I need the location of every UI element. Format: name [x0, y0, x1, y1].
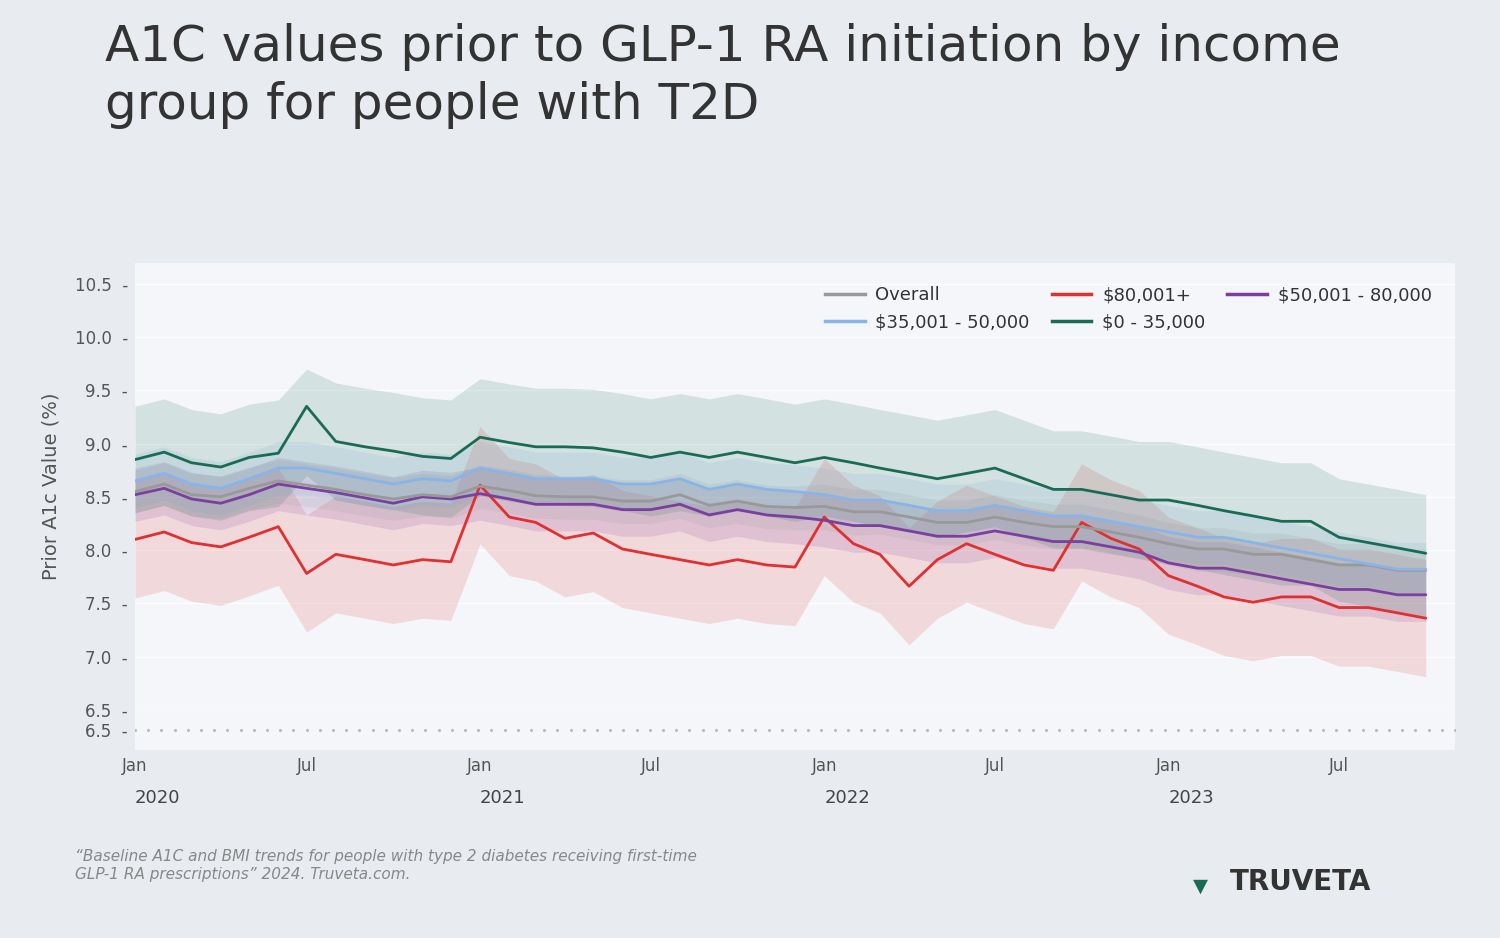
Text: TRUVETA: TRUVETA [1230, 868, 1371, 896]
Text: 2022: 2022 [824, 789, 870, 808]
Text: A1C values prior to GLP-1 RA initiation by income
group for people with T2D: A1C values prior to GLP-1 RA initiation … [105, 23, 1341, 129]
Text: ▼: ▼ [1192, 877, 1208, 896]
Text: 2021: 2021 [480, 789, 525, 808]
Text: 2020: 2020 [135, 789, 180, 808]
Legend: Overall, $35,001 - 50,000, $80,001+, $0 - 35,000, $50,001 - 80,000: Overall, $35,001 - 50,000, $80,001+, $0 … [816, 277, 1440, 340]
Y-axis label: Prior A1c Value (%): Prior A1c Value (%) [42, 392, 62, 580]
Text: “Baseline A1C and BMI trends for people with type 2 diabetes receiving first-tim: “Baseline A1C and BMI trends for people … [75, 849, 698, 882]
Text: 2023: 2023 [1168, 789, 1214, 808]
